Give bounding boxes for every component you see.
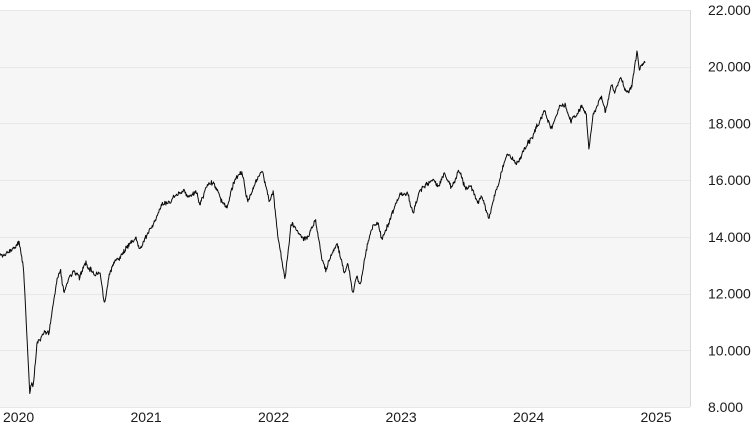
y-axis-tick-label: 16.000 (708, 172, 751, 188)
x-axis-tick-label: 2023 (386, 409, 417, 425)
x-axis-tick-label: 2024 (513, 409, 544, 425)
plot-area[interactable] (0, 10, 690, 407)
y-axis-tick-label: 14.000 (708, 229, 751, 245)
y-axis-tick-label: 18.000 (708, 115, 751, 131)
y-axis-labels: 8.000 10.000 12.000 14.000 16.000 18.000 20.00… (708, 2, 751, 415)
y-axis-tick-label: 10.000 (708, 342, 751, 358)
y-axis-tick-label: 22.000 (708, 2, 751, 18)
gridlines (0, 10, 690, 408)
y-axis-tick-label: 20.000 (708, 59, 751, 75)
x-axis-tick-label: 2022 (258, 409, 289, 425)
x-axis-tick-label: 2025 (641, 409, 672, 425)
y-axis-tick-label: 8.000 (708, 399, 743, 415)
x-axis-tick-label: 2020 (3, 409, 34, 425)
y-axis-tick-label: 12.000 (708, 286, 751, 302)
x-axis-tick-label: 2021 (131, 409, 162, 425)
x-axis-labels: 2020 2021 2022 2023 2024 2025 (3, 409, 672, 425)
price-line-series (0, 50, 646, 395)
